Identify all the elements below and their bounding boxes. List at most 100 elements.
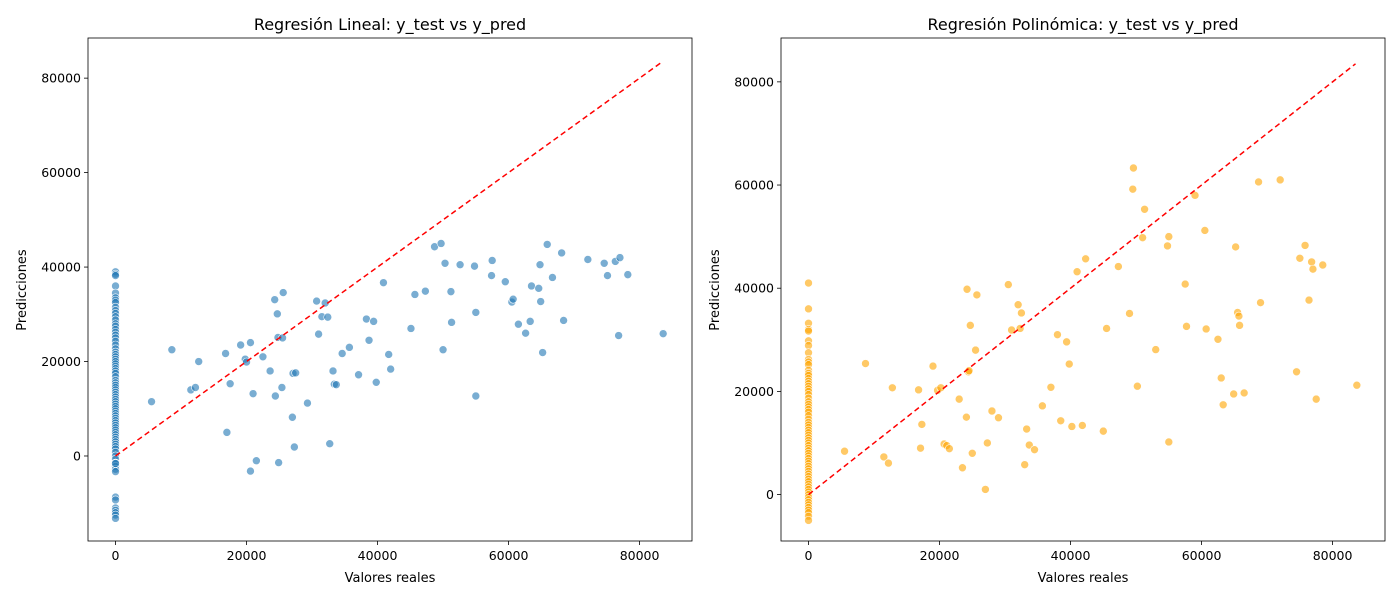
- data-point: [277, 383, 287, 392]
- data-point: [1300, 241, 1310, 250]
- data-point: [967, 448, 977, 458]
- data-point: [487, 256, 497, 265]
- x-axis-label: Valores reales: [345, 571, 436, 586]
- data-point: [1053, 330, 1062, 339]
- data-point: [804, 516, 813, 525]
- data-point: [1004, 280, 1013, 289]
- data-point: [290, 442, 299, 452]
- data-point: [1140, 204, 1149, 214]
- data-point: [1216, 373, 1226, 383]
- data-point: [603, 271, 612, 280]
- data-point: [1022, 424, 1031, 434]
- data-point: [1182, 322, 1191, 331]
- data-point: [1151, 345, 1161, 354]
- data-point: [221, 349, 230, 358]
- data-point: [364, 335, 374, 345]
- data-point: [471, 308, 481, 317]
- data-point: [1318, 260, 1328, 270]
- x-tick-label: 80000: [1313, 548, 1353, 563]
- data-point: [987, 406, 997, 416]
- data-point: [1081, 254, 1090, 264]
- data-point: [945, 444, 954, 453]
- y-axis-label: Predicciones: [15, 249, 30, 331]
- data-point: [236, 340, 245, 350]
- data-point: [1180, 279, 1190, 289]
- data-point: [1304, 295, 1314, 305]
- data-point: [548, 273, 557, 282]
- data-point: [1234, 311, 1244, 321]
- data-point: [440, 258, 450, 268]
- data-point: [274, 458, 283, 467]
- data-point: [265, 366, 275, 376]
- data-point: [111, 467, 120, 476]
- data-point: [111, 459, 120, 468]
- data-point: [1213, 334, 1223, 344]
- data-point: [312, 296, 321, 306]
- data-point: [252, 456, 261, 466]
- data-point: [804, 341, 813, 350]
- data-point: [362, 314, 371, 324]
- data-point: [542, 240, 552, 249]
- data-point: [535, 260, 545, 270]
- data-point: [147, 397, 156, 406]
- data-point: [410, 290, 420, 299]
- y-tick-label: 80000: [41, 71, 81, 86]
- data-point: [1078, 421, 1087, 430]
- data-point: [1201, 324, 1211, 334]
- data-point: [1308, 264, 1318, 274]
- data-point: [962, 412, 971, 422]
- data-point: [914, 385, 923, 395]
- data-point: [323, 312, 333, 322]
- data-point: [421, 286, 430, 296]
- data-point: [291, 368, 300, 378]
- data-point: [314, 329, 323, 339]
- data-point: [337, 349, 347, 358]
- data-point: [1352, 380, 1362, 390]
- x-tick-label: 0: [805, 548, 813, 563]
- data-point: [538, 348, 547, 357]
- data-point: [527, 281, 536, 291]
- polynomial-regression-chart: Regresión Polinómica: y_test vs y_pred V…: [708, 15, 1386, 586]
- data-point: [1292, 367, 1301, 377]
- data-point: [508, 294, 518, 304]
- data-point: [615, 253, 625, 262]
- data-point: [1295, 253, 1305, 263]
- data-point: [840, 446, 849, 456]
- data-point: [371, 378, 381, 387]
- data-point: [1062, 337, 1071, 347]
- y-tick-label: 20000: [734, 384, 774, 399]
- plot-frame: [780, 37, 1386, 542]
- data-point: [971, 345, 980, 355]
- data-point: [525, 317, 535, 326]
- data-point: [1229, 389, 1238, 399]
- data-point: [994, 413, 1003, 423]
- chart-title: Regresión Lineal: y_test vs y_pred: [254, 15, 526, 35]
- data-point: [1311, 394, 1321, 404]
- data-point: [447, 318, 456, 327]
- data-point: [1128, 184, 1138, 194]
- data-point: [111, 271, 120, 280]
- data-point: [436, 239, 446, 248]
- x-tick-label: 80000: [620, 548, 660, 563]
- data-point: [470, 261, 479, 271]
- data-point: [246, 466, 255, 476]
- data-point: [167, 345, 177, 355]
- reference-line: [808, 63, 1356, 496]
- data-point: [804, 278, 813, 288]
- data-point: [804, 304, 813, 314]
- data-point: [455, 260, 465, 270]
- data-point: [1275, 175, 1285, 185]
- data-point: [1038, 401, 1047, 411]
- data-point: [345, 343, 354, 352]
- y-tick-label: 0: [766, 487, 774, 502]
- data-point: [1200, 226, 1210, 235]
- chart-title: Regresión Polinómica: y_test vs y_pred: [927, 15, 1238, 35]
- data-point: [379, 278, 388, 287]
- data-point: [446, 287, 456, 296]
- data-point: [487, 271, 496, 280]
- data-point: [884, 458, 893, 468]
- data-point: [888, 383, 897, 393]
- data-point: [1133, 381, 1142, 391]
- data-point: [328, 366, 338, 376]
